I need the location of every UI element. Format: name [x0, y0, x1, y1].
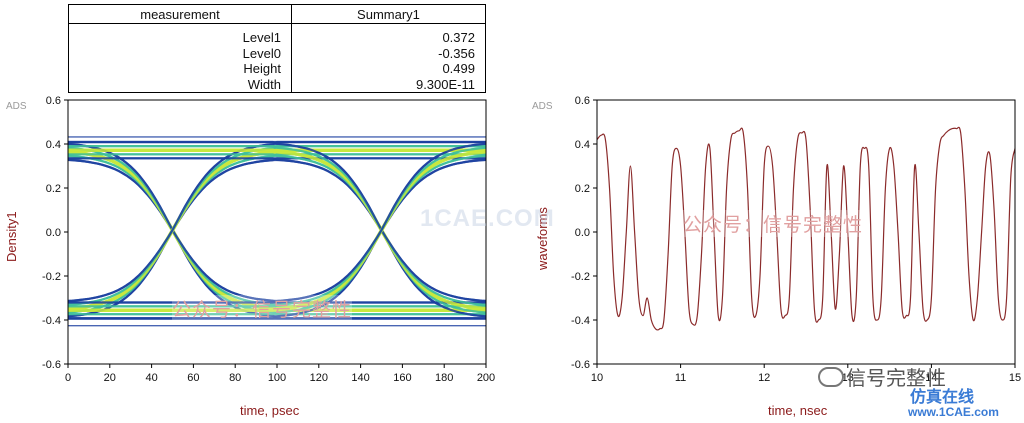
table-header-measurement: measurement: [68, 4, 292, 24]
eye-trace: [68, 158, 486, 320]
site-watermark-faint: 1CAE.COM: [420, 205, 555, 232]
x-tick-label: 160: [393, 372, 411, 384]
waveform-line: [597, 126, 1015, 331]
x-tick-label: 140: [351, 372, 369, 384]
x-tick-label: 10: [591, 372, 603, 384]
ads-tag-right: ADS: [532, 101, 553, 112]
eye-trace: [68, 154, 486, 314]
y-tick-label: 0.6: [575, 95, 590, 107]
x-tick-label: 20: [104, 372, 116, 384]
eye-trace: [68, 158, 486, 320]
x-tick-label: 180: [435, 372, 453, 384]
measurement-table: measurement Summary1 Level1 0.372 Level0…: [68, 4, 487, 93]
x-tick-label: 40: [145, 372, 157, 384]
x-tick-label: 15: [1009, 372, 1021, 384]
eye-trace: [68, 145, 486, 306]
eye-trace: [68, 150, 486, 313]
table-header-summary: Summary1: [290, 4, 487, 24]
x-axis-label-left: time, psec: [240, 403, 300, 418]
y-tick-label: 0.4: [46, 139, 61, 151]
x-tick-label: 14: [925, 372, 937, 384]
y-tick-label: 0.0: [46, 227, 61, 239]
y-tick-label: 0.6: [46, 95, 61, 107]
eye-trace: [68, 153, 486, 314]
wechat-icon: [818, 367, 844, 387]
row-label: Level1: [68, 23, 292, 46]
x-axis-label-right: time, nsec: [768, 403, 828, 418]
eye-trace: [68, 157, 486, 318]
y-tick-label: 0.0: [575, 227, 590, 239]
y-tick-label: 0.2: [575, 183, 590, 195]
y-tick-label: 0.2: [46, 183, 61, 195]
table-row: Height 0.499: [68, 61, 487, 77]
eye-trace: [68, 157, 486, 318]
y-tick-label: -0.6: [571, 359, 590, 371]
plot-frame-right: [596, 99, 1016, 365]
site-watermark-cn: 仿真在线: [910, 389, 975, 406]
y-tick-label: -0.4: [42, 315, 61, 327]
eye-traces: [68, 136, 486, 327]
x-tick-label: 13: [842, 372, 854, 384]
eye-diagram-chart: 0 20 40 60 80 100 120 140 160 180 200 -0.6 -0.4 -0.2 0…: [42, 95, 495, 384]
eye-trace: [68, 154, 486, 316]
row-label: Height: [68, 61, 292, 77]
x-tick-label: 200: [477, 372, 495, 384]
row-value: -0.356: [290, 45, 487, 61]
x-tick-label: 12: [758, 372, 770, 384]
ads-tag-left: ADS: [6, 101, 27, 112]
x-tick-label: 100: [268, 372, 286, 384]
eye-trace: [68, 146, 486, 308]
x-tick-label: 80: [229, 372, 241, 384]
row-value: 9.300E-11: [290, 76, 487, 93]
x-tick-label: 0: [65, 372, 71, 384]
row-value: 0.372: [290, 23, 487, 46]
row-value: 0.499: [290, 61, 487, 77]
eye-trace: [68, 142, 486, 304]
y-tick-label: -0.2: [571, 271, 590, 283]
y-tick-label: 0.4: [575, 139, 590, 151]
x-tick-label: 60: [187, 372, 199, 384]
eye-trace: [68, 142, 486, 304]
eye-trace: [68, 158, 486, 318]
wechat-watermark: 信号完整性: [846, 368, 946, 390]
eye-trace: [68, 146, 486, 308]
watermark-right: 公众号：信号完整性: [683, 210, 864, 237]
table-row: Level1 0.372: [68, 23, 487, 46]
table-row: Width 9.300E-11: [68, 76, 487, 93]
waveform-area: [597, 126, 1015, 331]
x-tick-label: 120: [310, 372, 328, 384]
x-tick-label: 11: [675, 372, 686, 384]
eye-trace: [68, 148, 486, 311]
y-tick-label: -0.4: [571, 315, 590, 327]
waveform-chart: 10 11 12 13 14 15 -0.6 -0.4 -0.2 0.0 0.2 0.4 0.6: [571, 95, 1021, 384]
table-row: Level0 -0.356: [68, 45, 487, 61]
watermark-left: 公众号：信号完整性: [172, 295, 353, 322]
eye-trace: [68, 154, 486, 316]
y-tick-label: -0.6: [42, 359, 61, 371]
row-label: Width: [68, 76, 292, 93]
eye-trace: [68, 153, 486, 314]
y-tick-label: -0.2: [42, 271, 61, 283]
eye-trace: [68, 145, 486, 306]
site-watermark-url: www.1CAE.com: [908, 405, 999, 419]
plot-frame-left: [67, 99, 487, 365]
